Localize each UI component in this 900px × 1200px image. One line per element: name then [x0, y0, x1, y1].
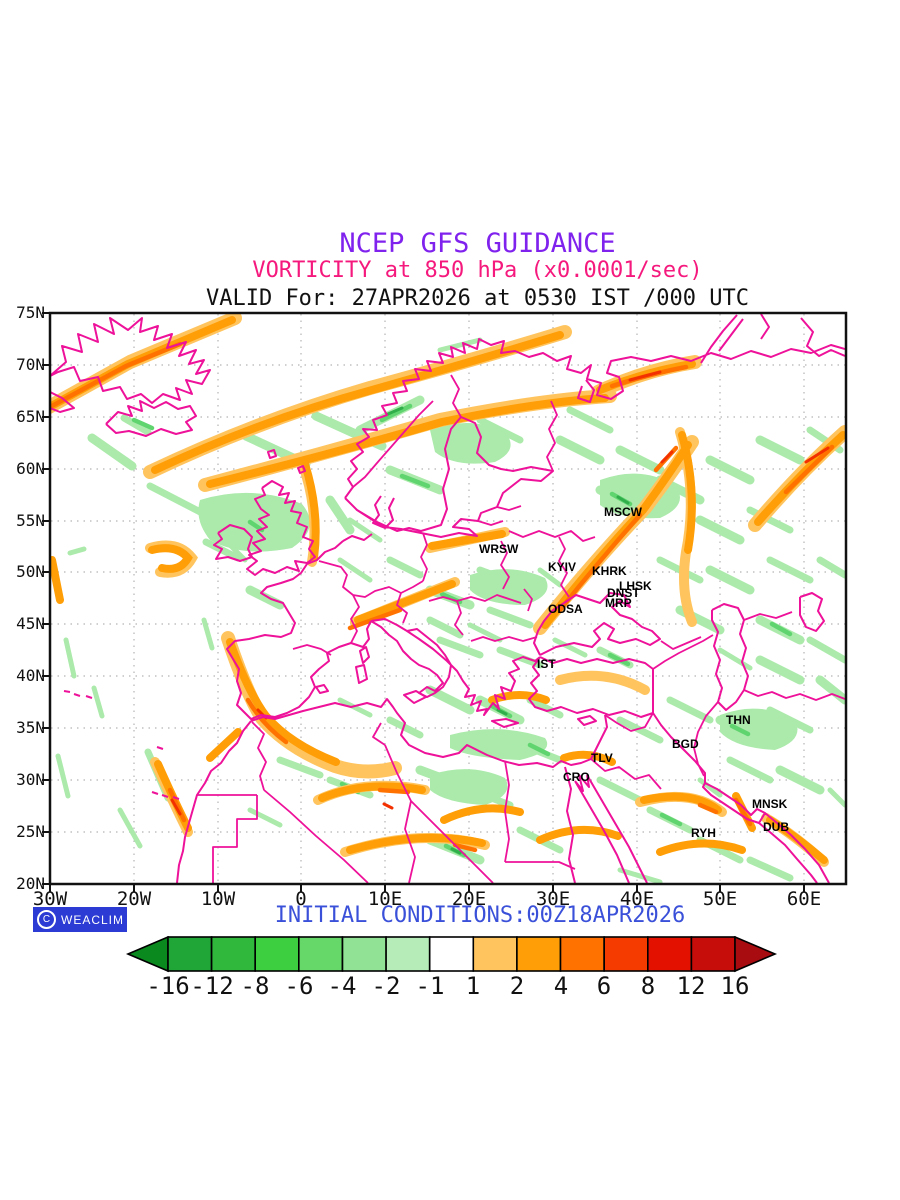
lat-label: 65N: [16, 407, 45, 426]
city-label-ryh: RYH: [691, 826, 716, 840]
lat-label: 45N: [16, 614, 45, 633]
city-label-mnsk: MNSK: [752, 797, 788, 811]
colorbar-right-arrow: [734, 936, 778, 973]
colorbar-label: 6: [596, 972, 612, 1000]
lon-label: 10W: [200, 888, 236, 910]
lat-label: 70N: [16, 355, 45, 374]
map-frame: [48, 311, 848, 886]
colorbar-label: 2: [509, 972, 525, 1000]
lat-label: 60N: [16, 459, 45, 478]
city-label-dnst: DNST: [607, 586, 640, 600]
copyright-icon: C: [37, 910, 56, 929]
page-subtitle-variable: VORTICITY at 850 hPa (x0.0001/sec): [252, 258, 703, 283]
colorbar-cell: [210, 936, 256, 972]
lat-label: 20N: [16, 874, 45, 893]
lat-label: 35N: [16, 718, 45, 737]
lat-label: 25N: [16, 822, 45, 841]
valid-time-line: VALID For: 27APR2026 at 0530 IST /000 UT…: [205, 286, 750, 311]
city-label-wrsw: WRSW: [479, 542, 519, 556]
city-label-ist: IST: [537, 657, 556, 671]
colorbar-cell: [516, 936, 562, 972]
lat-label: 50N: [16, 562, 45, 581]
lon-label: 30W: [32, 888, 68, 910]
colorbar-label: 1: [465, 972, 481, 1000]
page-title: NCEP GFS GUIDANCE: [339, 228, 616, 259]
lon-label: 30E: [535, 888, 571, 910]
colorbar-label: -12: [190, 972, 234, 1000]
colorbar-cell: [472, 936, 518, 972]
vorticity-neg-dark: [386, 406, 630, 855]
city-label-mrp: MRP: [605, 596, 632, 610]
city-label-mscw: MSCW: [604, 505, 642, 519]
colorbar: [125, 936, 778, 973]
colorbar-label: -6: [284, 972, 314, 1000]
colorbar-cell: [559, 936, 605, 972]
lat-label: 40N: [16, 666, 45, 685]
colorbar-cell: [341, 936, 387, 972]
colorbar-label: -2: [371, 972, 401, 1000]
colorbar-label: -1: [415, 972, 445, 1000]
city-label-kyiv: KYIV: [548, 560, 577, 574]
islands: [63, 449, 597, 800]
city-label-lhsk: LHSK: [619, 579, 652, 593]
colorbar-label: -16: [146, 972, 190, 1000]
city-label-khrk: KHRK: [592, 564, 627, 578]
colorbar-left-arrow: [125, 936, 169, 973]
lon-label: 40E: [619, 888, 655, 910]
city-label-bgd: BGD: [672, 737, 699, 751]
colorbar-cell: [385, 936, 431, 972]
colorbar-cell: [603, 936, 649, 972]
lon-label: 50E: [702, 888, 738, 910]
vorticity-pos-red: [170, 370, 830, 816]
colorbar-cell: [690, 936, 736, 972]
axis-ticks: [42, 312, 805, 892]
colorbar-label: -4: [327, 972, 357, 1000]
colorbar-cell: [646, 936, 693, 972]
country-borders: [197, 374, 845, 883]
lat-label: 55N: [16, 511, 45, 530]
weaclim-logo: C WEACLIM: [33, 907, 127, 932]
city-label-cro: CRO: [563, 770, 590, 784]
colorbar-cell: [298, 936, 344, 972]
colorbar-cell: [428, 936, 475, 972]
colorbar-label: 4: [553, 972, 569, 1000]
lon-label: 20W: [116, 888, 152, 910]
lon-label: 60E: [786, 888, 822, 910]
lon-label: 20E: [451, 888, 487, 910]
colorbar-cell: [167, 936, 213, 972]
initial-conditions-line: INITIAL CONDITIONS:00Z18APR2026: [274, 903, 686, 928]
colorbar-label: 12: [676, 972, 706, 1000]
colorbar-label: -8: [240, 972, 270, 1000]
city-label-tlv: TLV: [591, 751, 613, 765]
lat-label: 75N: [16, 303, 45, 322]
city-label-thn: THN: [726, 713, 751, 727]
logo-text: WEACLIM: [61, 912, 125, 927]
lat-label: 30N: [16, 770, 45, 789]
colorbar-label: 16: [720, 972, 750, 1000]
colorbar-label: 8: [640, 972, 656, 1000]
lon-label: 10E: [367, 888, 403, 910]
city-label-odsa: ODSA: [548, 602, 583, 616]
colorbar-cell: [254, 936, 300, 972]
city-label-dub: DUB: [763, 820, 789, 834]
lon-label: 0: [295, 888, 307, 910]
coastlines: [51, 314, 845, 883]
